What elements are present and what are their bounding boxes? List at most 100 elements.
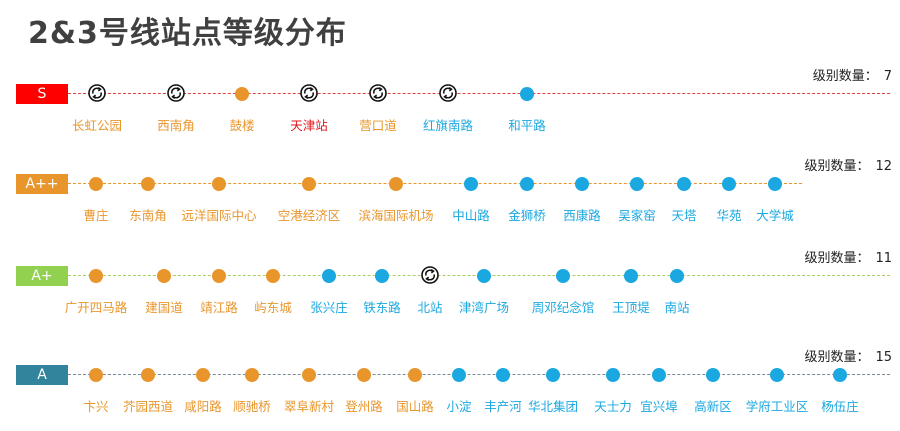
station-label: 远洋国际中心 bbox=[181, 208, 257, 223]
interchange-icon bbox=[369, 84, 387, 102]
interchange-icon bbox=[167, 84, 185, 102]
tier-a-row: A 级别数量： 15 卞兴 芥园西道 咸阳路 顺驰桥 翠阜新村 登州路 国山路 小淀 丰产河 华北集… bbox=[0, 350, 900, 425]
station-label: 学府工业区 bbox=[745, 399, 809, 414]
station-dot bbox=[322, 269, 336, 283]
station-dot bbox=[833, 368, 847, 382]
station-label: 曹庄 bbox=[83, 208, 109, 223]
tier-s-row: S 级别数量： 7 长虹公园 西南角 鼓楼 天津站 营口道 红旗南路 和平路 bbox=[0, 69, 900, 144]
station-label: 周邓纪念馆 bbox=[531, 300, 595, 315]
station-label: 卞兴 bbox=[83, 399, 109, 414]
station-label: 杨伍庄 bbox=[821, 399, 859, 414]
station-label: 翠阜新村 bbox=[283, 399, 335, 414]
station-label: 南站 bbox=[664, 300, 690, 315]
station-label: 空港经济区 bbox=[277, 208, 341, 223]
station-label: 屿东城 bbox=[254, 300, 292, 315]
station-dot bbox=[302, 177, 316, 191]
station-dot bbox=[722, 177, 736, 191]
station-label: 高新区 bbox=[694, 399, 732, 414]
station-label: 广开四马路 bbox=[64, 300, 128, 315]
station-dot bbox=[141, 177, 155, 191]
station-dot bbox=[89, 368, 103, 382]
station-label: 张兴庄 bbox=[310, 300, 348, 315]
station-dot bbox=[357, 368, 371, 382]
station-dot bbox=[606, 368, 620, 382]
station-dot bbox=[375, 269, 389, 283]
station-dot bbox=[575, 177, 589, 191]
station-label: 吴家窑 bbox=[618, 208, 656, 223]
station-label: 中山路 bbox=[452, 208, 490, 223]
station-dot bbox=[212, 269, 226, 283]
station-dot bbox=[768, 177, 782, 191]
station-label: 长虹公园 bbox=[71, 118, 123, 133]
tier-badge: A bbox=[16, 365, 68, 385]
station-dot bbox=[677, 177, 691, 191]
interchange-icon bbox=[88, 84, 106, 102]
station-label: 津湾广场 bbox=[458, 300, 510, 315]
station-dot bbox=[624, 269, 638, 283]
station-dot bbox=[556, 269, 570, 283]
station-dot bbox=[770, 368, 784, 382]
station-label: 芥园西道 bbox=[122, 399, 174, 414]
station-label: 顺驰桥 bbox=[233, 399, 271, 414]
tier-badge: S bbox=[16, 84, 68, 104]
tier-count: 级别数量： 7 bbox=[812, 69, 892, 84]
interchange-icon bbox=[439, 84, 457, 102]
station-dot bbox=[546, 368, 560, 382]
interchange-icon bbox=[300, 84, 318, 102]
station-label: 靖江路 bbox=[200, 300, 238, 315]
line-track bbox=[68, 93, 890, 94]
tier-count: 级别数量： 11 bbox=[804, 251, 892, 266]
line-track bbox=[68, 374, 890, 375]
station-label: 西南角 bbox=[157, 118, 195, 133]
station-label: 国山路 bbox=[396, 399, 434, 414]
station-label: 天津站 bbox=[290, 118, 328, 133]
page-title: 2&3号线站点等级分布 bbox=[28, 16, 347, 51]
station-label: 铁东路 bbox=[363, 300, 401, 315]
station-label: 登州路 bbox=[345, 399, 383, 414]
station-label: 北站 bbox=[417, 300, 443, 315]
station-dot bbox=[652, 368, 666, 382]
station-label: 王顶堤 bbox=[612, 300, 650, 315]
station-dot bbox=[141, 368, 155, 382]
station-label: 东南角 bbox=[129, 208, 167, 223]
station-dot bbox=[452, 368, 466, 382]
tier-ap-row: A+ 级别数量： 11 广开四马路 建国道 靖江路 屿东城 张兴庄 铁东路 北站 津湾广场 周邓纪… bbox=[0, 251, 900, 326]
station-label: 天士力 bbox=[594, 399, 632, 414]
station-label: 西康路 bbox=[563, 208, 601, 223]
tier-badge: A+ bbox=[16, 266, 68, 286]
station-label: 华苑 bbox=[716, 208, 742, 223]
station-dot bbox=[630, 177, 644, 191]
station-dot bbox=[212, 177, 226, 191]
station-label: 天塔 bbox=[671, 208, 697, 223]
station-label: 建国道 bbox=[145, 300, 183, 315]
station-label: 金狮桥 bbox=[508, 208, 546, 223]
station-label: 大学城 bbox=[756, 208, 794, 223]
station-dot bbox=[157, 269, 171, 283]
tier-count: 级别数量： 12 bbox=[804, 159, 892, 174]
station-dot bbox=[389, 177, 403, 191]
station-label: 华北集团 bbox=[527, 399, 579, 414]
station-label: 滨海国际机场 bbox=[358, 208, 434, 223]
station-dot bbox=[89, 177, 103, 191]
station-dot bbox=[496, 368, 510, 382]
station-label: 营口道 bbox=[359, 118, 397, 133]
station-label: 宜兴埠 bbox=[640, 399, 678, 414]
station-dot bbox=[706, 368, 720, 382]
station-dot bbox=[408, 368, 422, 382]
station-label: 丰产河 bbox=[484, 399, 522, 414]
station-dot bbox=[266, 269, 280, 283]
station-label: 红旗南路 bbox=[422, 118, 474, 133]
station-dot bbox=[302, 368, 316, 382]
station-label: 鼓楼 bbox=[229, 118, 255, 133]
station-dot bbox=[520, 177, 534, 191]
tier-count: 级别数量： 15 bbox=[804, 350, 892, 365]
line-track bbox=[68, 183, 802, 184]
interchange-icon bbox=[421, 266, 439, 284]
station-dot bbox=[89, 269, 103, 283]
station-label: 咸阳路 bbox=[184, 399, 222, 414]
station-dot bbox=[196, 368, 210, 382]
station-label: 小淀 bbox=[446, 399, 472, 414]
tier-app-row: A++ 级别数量： 12 曹庄 东南角 远洋国际中心 空港经济区 滨海国际机场 中山路 金狮桥… bbox=[0, 159, 900, 234]
station-dot bbox=[235, 87, 249, 101]
station-dot bbox=[245, 368, 259, 382]
